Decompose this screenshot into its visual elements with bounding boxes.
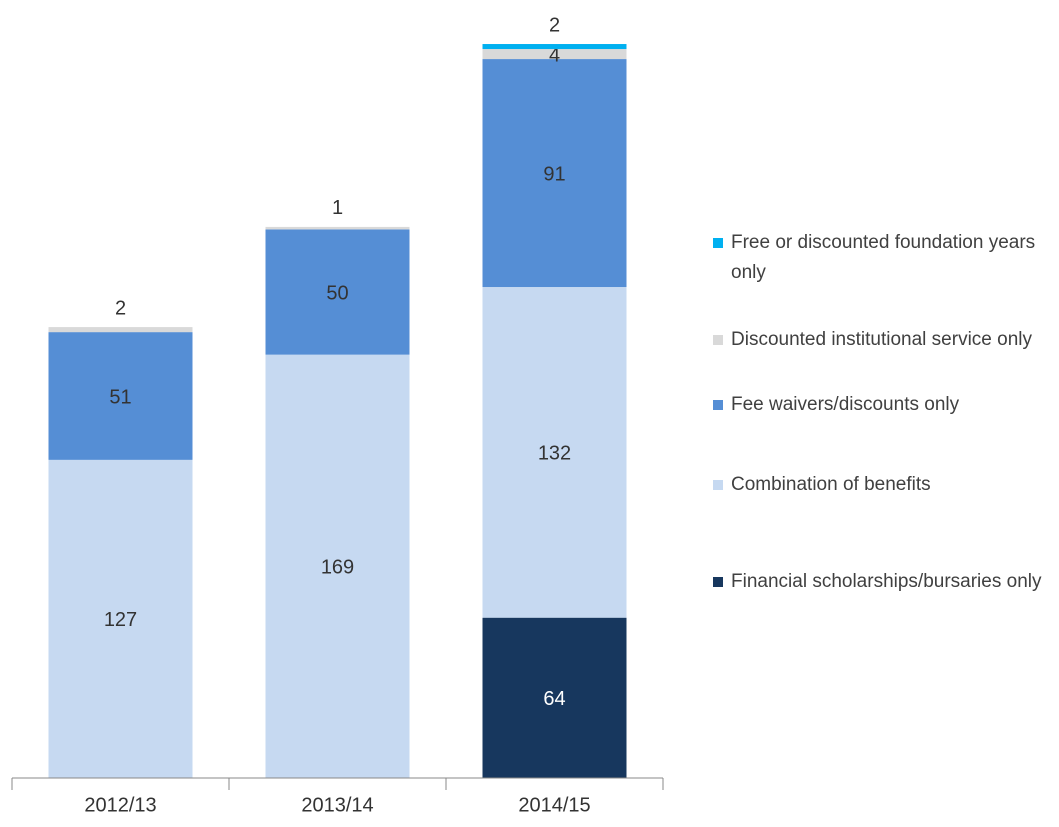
- data-label: 132: [538, 443, 571, 465]
- data-label: 1: [332, 197, 343, 219]
- legend-item: Fee waivers/discounts only: [713, 390, 1043, 420]
- bar-segment: [48, 327, 193, 333]
- bar-segment: [48, 459, 193, 778]
- bar-segment: [265, 354, 410, 778]
- legend-swatch: [713, 335, 723, 345]
- legend-item: Free or discounted foundation years only: [713, 228, 1043, 288]
- data-label: 2: [549, 14, 560, 36]
- x-tick-label: 2012/13: [84, 794, 156, 816]
- legend-label: Discounted institutional service only: [731, 329, 1032, 350]
- data-label: 91: [543, 163, 565, 185]
- data-label: 50: [326, 282, 348, 304]
- legend-item: Combination of benefits: [713, 470, 1043, 500]
- data-label: 2: [115, 297, 126, 319]
- bar-segment: [482, 59, 627, 288]
- data-label: 51: [109, 386, 131, 408]
- data-label: 4: [549, 44, 560, 66]
- legend-item: Financial scholarships/bursaries only: [713, 567, 1043, 597]
- legend-swatch: [713, 400, 723, 410]
- bar-segment: [482, 287, 627, 618]
- legend-swatch: [713, 238, 723, 248]
- bar-segment: [265, 226, 410, 230]
- legend-swatch: [713, 577, 723, 587]
- legend-label: Combination of benefits: [731, 474, 931, 495]
- legend-label: Fee waivers/discounts only: [731, 394, 960, 415]
- x-tick-label: 2013/14: [301, 794, 373, 816]
- data-label: 64: [543, 688, 565, 710]
- data-label: 127: [104, 609, 137, 631]
- legend-label: Free or discounted foundation years only: [731, 232, 1036, 283]
- bar-segment: [482, 44, 627, 50]
- legend-swatch: [713, 480, 723, 490]
- bar-segment: [265, 229, 410, 355]
- data-label: 169: [321, 557, 354, 579]
- bar-segment: [482, 617, 627, 778]
- legend-item: Discounted institutional service only: [713, 325, 1043, 355]
- legend-label: Financial scholarships/bursaries only: [731, 571, 1042, 592]
- x-tick-label: 2014/15: [518, 794, 590, 816]
- bar-segment: [482, 49, 627, 60]
- bar-segment: [48, 332, 193, 460]
